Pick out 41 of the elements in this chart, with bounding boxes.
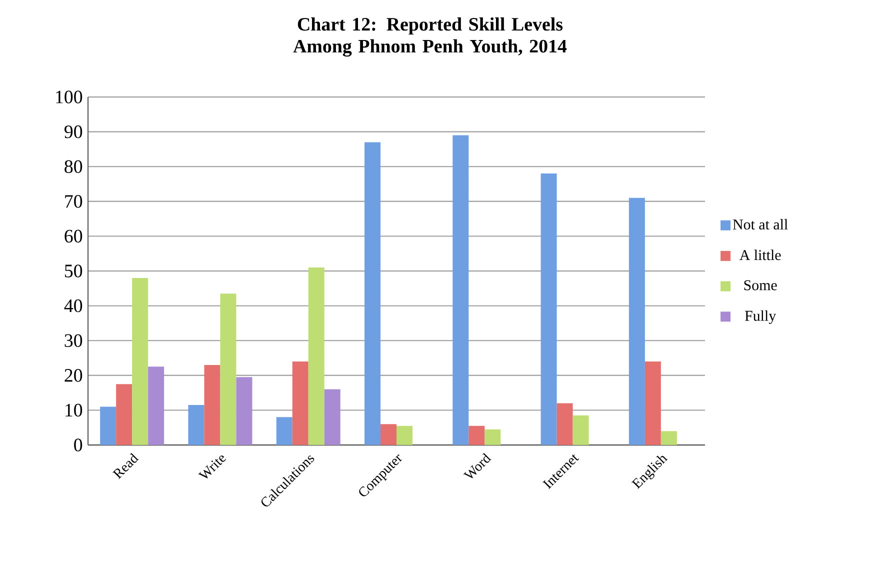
bar [540,174,557,445]
chart-title: Chart 12: Reported Skill Levels Among Phnom Penh Youth, 2014 [293,17,567,57]
bar [556,403,573,445]
bar [380,424,397,445]
y-tick-label: 10 [66,404,82,417]
y-tick-label: 0 [74,438,82,452]
bar [236,377,252,445]
y-tick-label: 20 [64,369,82,382]
y-tick-label: 100 [56,90,82,104]
y-tick-label: 40 [64,299,82,312]
x-tick-label: Write [198,455,226,478]
bar [396,426,413,445]
y-tick-label: 30 [64,334,82,347]
bar [628,198,645,445]
legend-label: Fully [744,310,776,324]
y-tick-label: 50 [64,264,82,278]
bar [276,417,292,445]
bar [100,406,116,445]
bar [116,384,132,445]
bar [148,366,164,445]
bar [468,426,485,445]
y-tick-label: 80 [64,160,82,173]
legend-label: Some [744,280,777,290]
bar [292,361,308,445]
bar [572,415,589,445]
bar [324,389,340,445]
y-tick-label: 90 [64,125,82,138]
legend-label: A little [740,250,781,260]
bar [484,429,501,445]
bar [452,135,469,445]
bar [188,404,204,445]
bar [308,268,324,445]
y-tick-label: 60 [64,230,82,243]
bar [132,278,148,445]
bar [220,294,236,445]
bar [204,364,220,445]
y-tick-label: 70 [65,195,82,208]
bar [644,361,661,445]
bar [660,431,677,445]
bar [364,142,381,445]
legend-label: Not at all [732,219,788,230]
